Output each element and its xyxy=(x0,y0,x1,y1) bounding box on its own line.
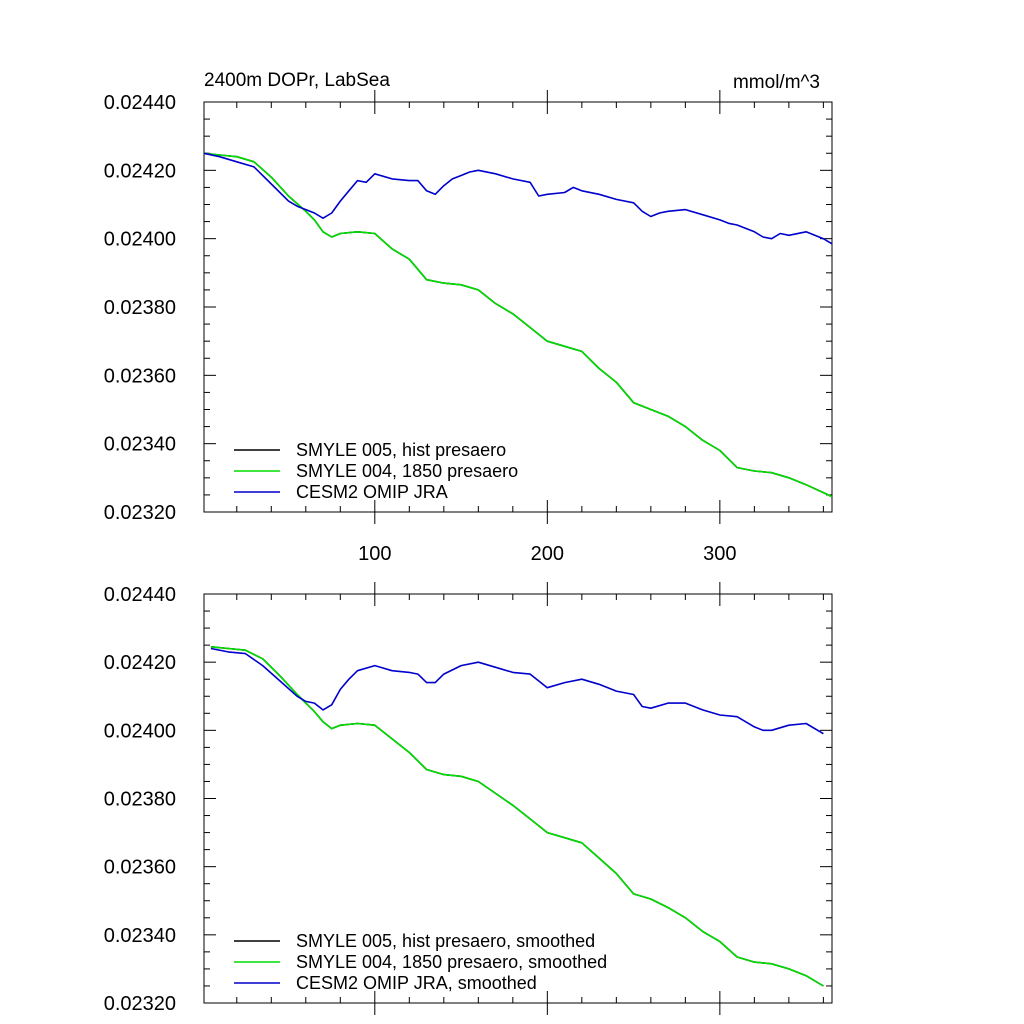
y-tick-label: 0.02380 xyxy=(104,789,176,811)
units-label: mmol/m^3 xyxy=(733,72,820,93)
y-tick-label: 0.02360 xyxy=(104,857,176,879)
y-tick-label: 0.02320 xyxy=(104,993,176,1015)
legend-label: CESM2 OMIP JRA, smoothed xyxy=(296,973,537,993)
bottom-panel: 0.02440 0.02420 0.02400 0.02380 0.02360 0.023… xyxy=(104,582,833,1015)
legend-label: SMYLE 005, hist presaero xyxy=(296,440,506,460)
y-tick-label: 0.02340 xyxy=(104,434,176,456)
y-tick-label: 0.02440 xyxy=(104,92,176,114)
x-tick-label: 200 xyxy=(531,543,564,565)
legend-label: SMYLE 004, 1850 presaero xyxy=(296,461,518,481)
x-tick-label: 100 xyxy=(358,543,391,565)
legend-label: SMYLE 005, hist presaero, smoothed xyxy=(296,931,595,951)
y-tick-label: 0.02420 xyxy=(104,160,176,182)
series-line-3 xyxy=(203,152,833,245)
x-tick-label: 300 xyxy=(703,543,736,565)
top-panel: 0.02440 0.02420 0.02400 0.02380 0.02360 0.023… xyxy=(104,90,833,565)
y-tick-label: 0.02360 xyxy=(104,365,176,387)
y-tick-label: 0.02320 xyxy=(104,502,176,524)
y-tick-label: 0.02380 xyxy=(104,297,176,319)
series-line-2 xyxy=(203,152,833,498)
series-line-3 xyxy=(210,647,824,735)
y-tick-label: 0.02440 xyxy=(104,584,176,606)
series-line-2 xyxy=(210,646,824,987)
y-tick-label: 0.02420 xyxy=(104,652,176,674)
y-tick-label: 0.02400 xyxy=(104,229,176,251)
chart-title: 2400m DOPr, LabSea xyxy=(204,70,390,91)
y-tick-label: 0.02400 xyxy=(104,720,176,742)
legend-label: SMYLE 004, 1850 presaero, smoothed xyxy=(296,952,607,972)
y-tick-label: 0.02340 xyxy=(104,925,176,947)
legend-label: CESM2 OMIP JRA xyxy=(296,482,448,502)
